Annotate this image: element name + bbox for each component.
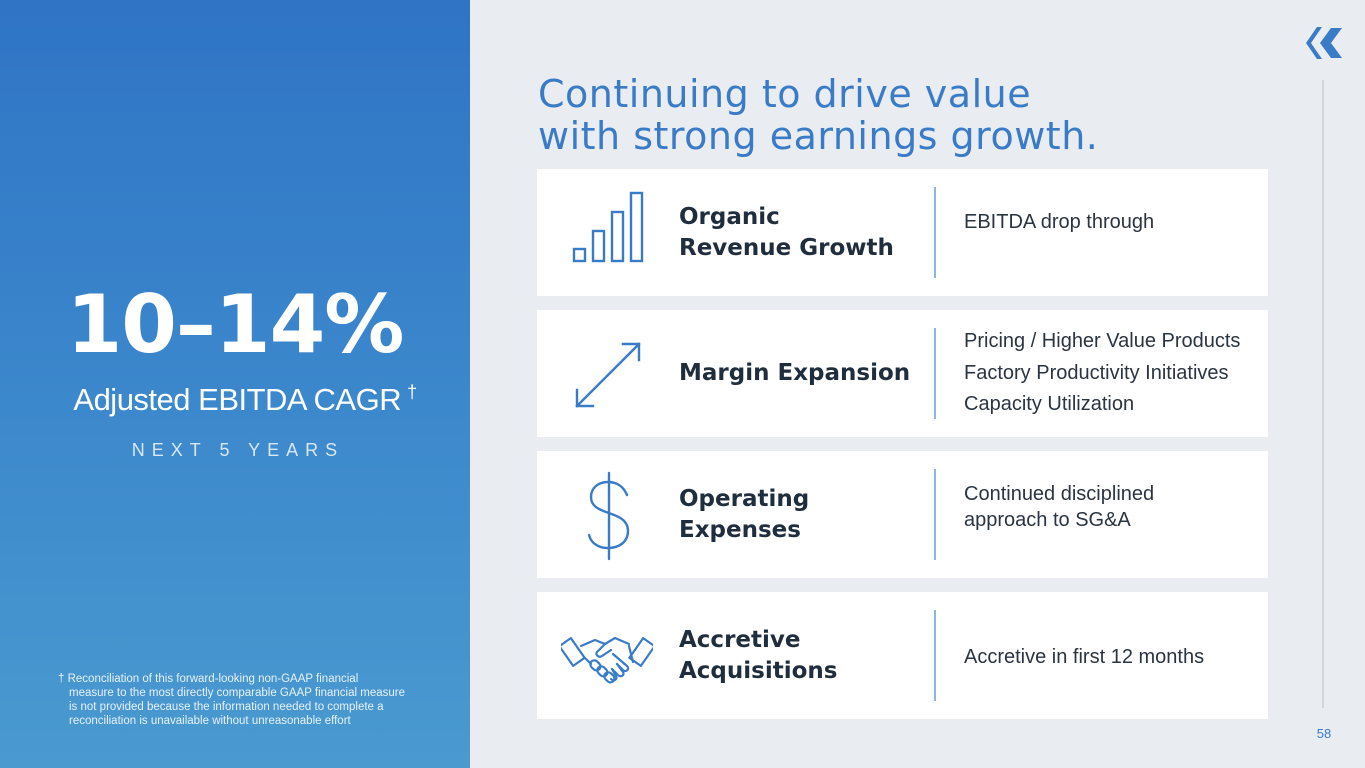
footnote-mark: † [58,673,65,685]
chevron-logo-icon [1303,26,1347,60]
title-line-2: with strong earnings growth. [538,114,1099,159]
dollar-sign-icon [561,469,653,561]
card-heading-line: Organic [679,203,780,230]
card-description-line: Capacity Utilization [964,393,1135,416]
bar-chart-icon [561,187,653,279]
card-heading-line: Revenue Growth [679,234,894,261]
diagonal-arrows-icon [561,328,653,420]
card-description-line: Factory Productivity Initiatives [964,361,1229,384]
card-heading-line: Acquisitions [679,657,838,684]
card-heading: Operating Expenses [679,451,919,578]
card-heading-line: Operating [679,485,810,512]
left-panel: 10–14% Adjusted EBITDA CAGR † NEXT 5 YEAR… [0,0,470,768]
card-description: Pricing / Higher Value Products Factory … [964,310,1254,437]
card-organic-revenue-growth: Organic Revenue Growth EBITDA drop throu… [537,169,1268,296]
metric-label-text: Adjusted EBITDA CAGR [73,382,402,417]
handshake-icon [558,610,656,702]
footnote: † Reconciliation of this forward-looking… [58,672,448,728]
card-heading-line: Accretive [679,626,801,653]
metric-label-mark: † [407,382,417,402]
card-operating-expenses: Operating Expenses Continued disciplined… [537,451,1268,578]
card-description: EBITDA drop through [964,169,1254,296]
footnote-line-4: reconciliation is unavailable without un… [69,715,351,727]
card-description-line: Continued disciplined [964,482,1155,505]
card-heading: Organic Revenue Growth [679,169,919,296]
metric-value: 10–14% [66,278,405,371]
footnote-line-1: Reconciliation of this forward-looking n… [67,673,359,685]
card-divider [934,187,936,278]
metric-label: Adjusted EBITDA CAGR † [0,382,490,418]
card-heading: Accretive Acquisitions [679,592,919,719]
card-description-line: Pricing / Higher Value Products [964,330,1241,353]
card-accretive-acquisitions: Accretive Acquisitions Accretive in firs… [537,592,1268,719]
footnote-line-2: measure to the most directly comparable … [69,687,405,699]
footnote-line-3: is not provided because the information … [69,701,384,713]
card-heading-line: Expenses [679,516,801,543]
card-description-line: approach to SG&A [964,508,1131,531]
card-description: Continued disciplined approach to SG&A [964,451,1254,578]
card-margin-expansion: Margin Expansion Pricing / Higher Value … [537,310,1268,437]
page-number: 58 [1316,726,1332,741]
vertical-rule [1322,80,1324,708]
card-divider [934,328,936,419]
card-heading-line: Margin Expansion [679,360,911,386]
card-divider [934,469,936,560]
metric-period: NEXT 5 YEARS [131,440,345,460]
card-description-line: EBITDA drop through [964,210,1155,233]
card-description: Accretive in first 12 months [964,592,1254,719]
card-heading: Margin Expansion [679,310,919,437]
card-divider [934,610,936,701]
title-line-1: Continuing to drive value [538,72,1032,117]
page-title: Continuing to drive value with strong ea… [538,73,1218,157]
card-description-line: Accretive in first 12 months [964,645,1205,668]
